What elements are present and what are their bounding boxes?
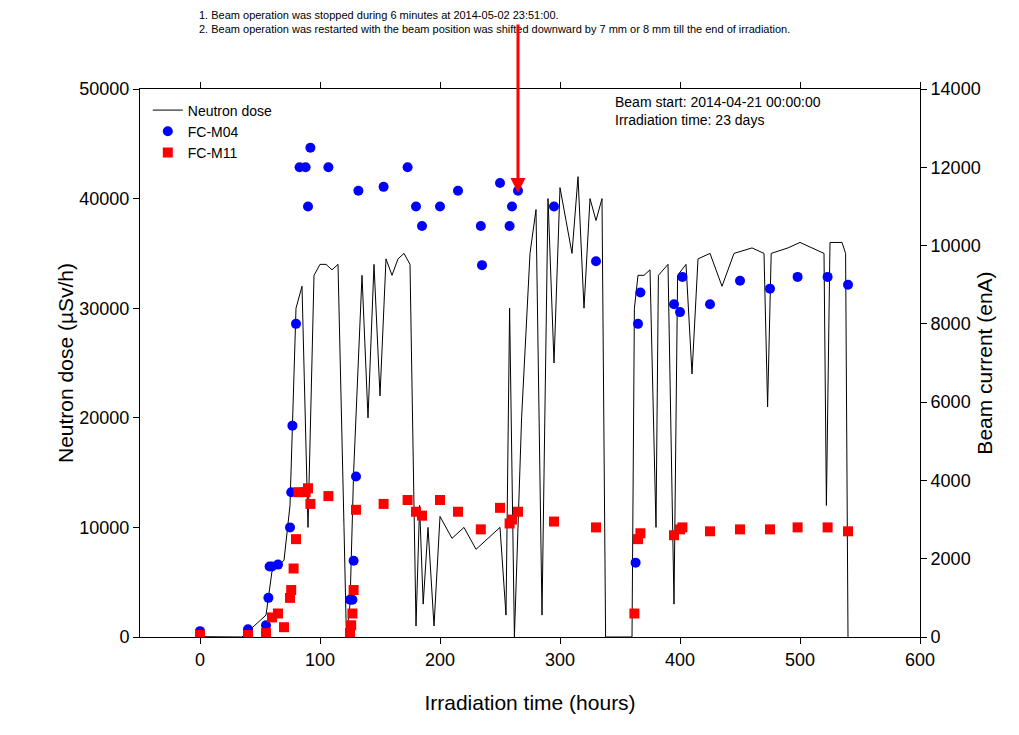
svg-text:Neutron dose: Neutron dose <box>188 103 272 119</box>
svg-text:300: 300 <box>545 650 575 670</box>
svg-text:0: 0 <box>119 627 129 647</box>
svg-text:30000: 30000 <box>79 299 129 319</box>
svg-text:500: 500 <box>785 650 815 670</box>
svg-text:Irradiation time (hours): Irradiation time (hours) <box>424 691 635 714</box>
svg-text:40000: 40000 <box>79 189 129 209</box>
svg-text:6000: 6000 <box>931 392 971 412</box>
svg-text:4000: 4000 <box>931 471 971 491</box>
svg-text:200: 200 <box>425 650 455 670</box>
svg-text:0: 0 <box>195 650 205 670</box>
svg-text:10000: 10000 <box>931 236 981 256</box>
svg-text:100: 100 <box>305 650 335 670</box>
svg-text:0: 0 <box>931 627 941 647</box>
svg-text:12000: 12000 <box>931 158 981 178</box>
svg-text:2000: 2000 <box>931 549 971 569</box>
svg-text:Beam current (enA): Beam current (enA) <box>973 271 996 454</box>
svg-text:50000: 50000 <box>79 79 129 99</box>
svg-text:8000: 8000 <box>931 314 971 334</box>
svg-text:400: 400 <box>665 650 695 670</box>
svg-text:600: 600 <box>905 650 935 670</box>
svg-text:14000: 14000 <box>931 79 981 99</box>
svg-text:Neutron dose (µSv/h): Neutron dose (µSv/h) <box>54 263 77 463</box>
svg-text:FC-M04: FC-M04 <box>188 124 239 140</box>
svg-text:Beam start: 2014-04-21 00:00:0: Beam start: 2014-04-21 00:00:00Irradiati… <box>615 94 821 128</box>
svg-text:FC-M11: FC-M11 <box>188 145 238 161</box>
svg-text:20000: 20000 <box>79 408 129 428</box>
svg-text:10000: 10000 <box>79 518 129 538</box>
svg-text:1. Beam operation was stopped: 1. Beam operation was stopped during 6 m… <box>199 9 790 35</box>
